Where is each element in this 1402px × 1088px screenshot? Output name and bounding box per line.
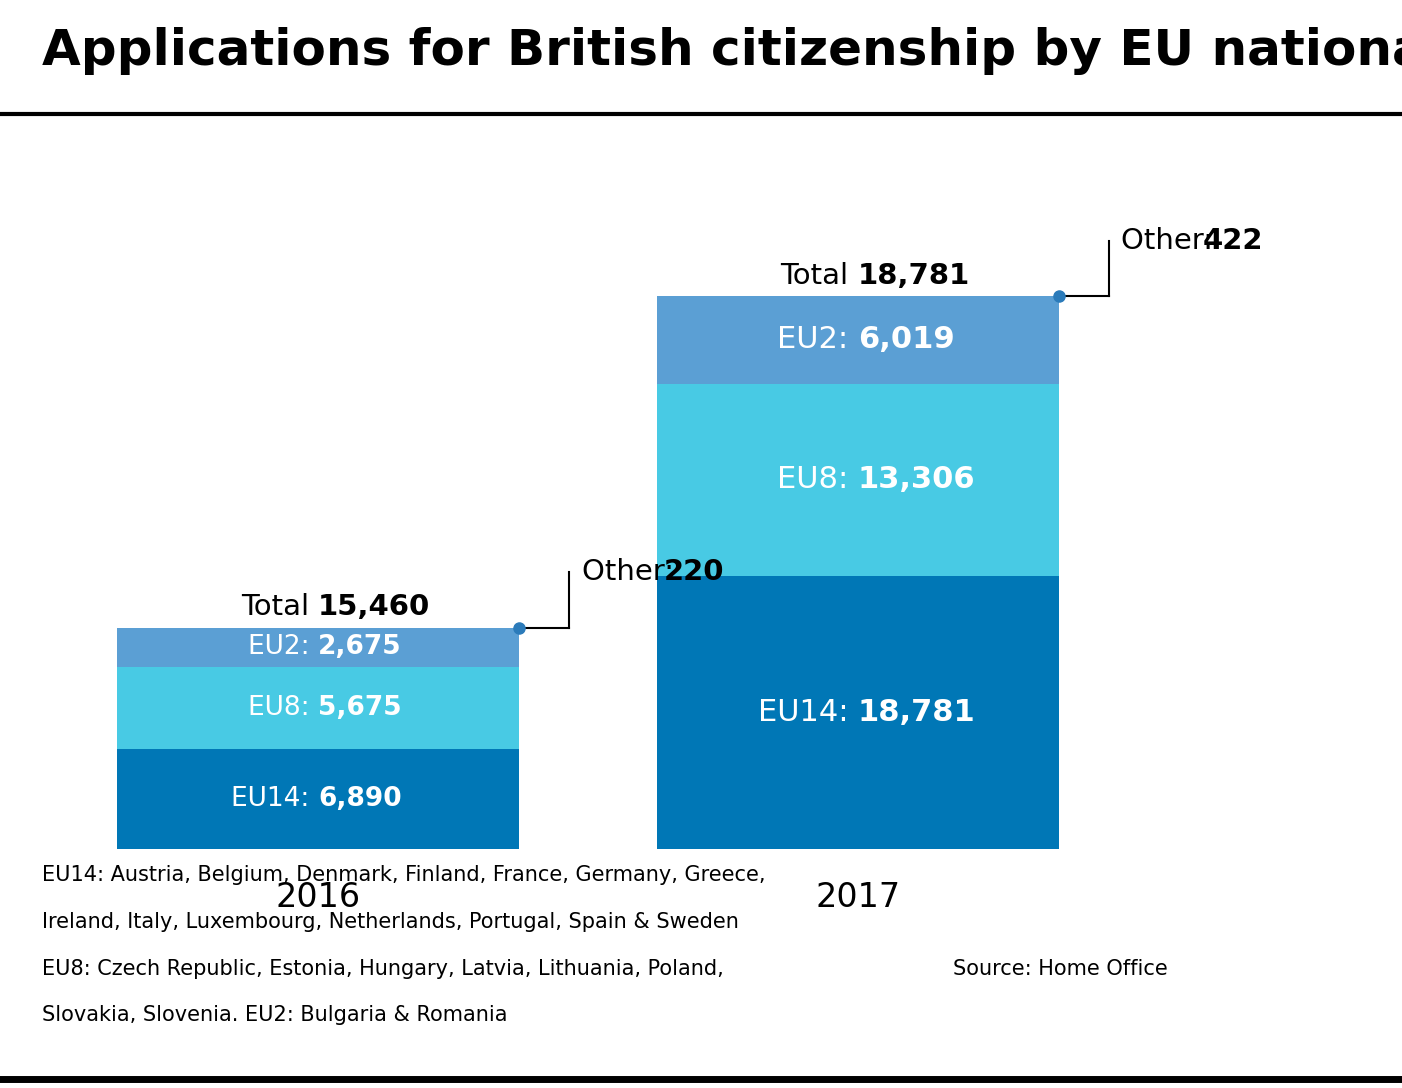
Text: EU14:: EU14: xyxy=(231,786,318,812)
Text: Applications for British citizenship by EU nationals: Applications for British citizenship by … xyxy=(42,27,1402,75)
Text: 6,890: 6,890 xyxy=(318,786,402,812)
Text: Slovakia, Slovenia. EU2: Bulgaria & Romania: Slovakia, Slovenia. EU2: Bulgaria & Roma… xyxy=(42,1005,508,1025)
Bar xyxy=(118,667,519,749)
Text: EU8: Czech Republic, Estonia, Hungary, Latvia, Lithuania, Poland,: EU8: Czech Republic, Estonia, Hungary, L… xyxy=(42,959,723,978)
Text: 13,306: 13,306 xyxy=(858,466,976,494)
Text: Source: Home Office: Source: Home Office xyxy=(953,959,1168,978)
Text: 18,781: 18,781 xyxy=(858,698,976,727)
Bar xyxy=(658,296,1059,383)
Bar xyxy=(118,749,519,849)
Text: EU8:: EU8: xyxy=(777,466,858,494)
Text: 2017: 2017 xyxy=(816,881,900,914)
Text: EU8:: EU8: xyxy=(248,694,318,720)
Text: 15,460: 15,460 xyxy=(318,593,430,621)
Text: 2,675: 2,675 xyxy=(318,634,402,660)
Bar xyxy=(658,383,1059,577)
Text: 2016: 2016 xyxy=(276,881,360,914)
Text: 220: 220 xyxy=(663,558,723,586)
Text: Other:: Other: xyxy=(1122,227,1223,255)
Text: Other:: Other: xyxy=(582,558,683,586)
Text: Total: Total xyxy=(781,261,858,289)
Text: PA: PA xyxy=(1276,988,1335,1030)
Bar xyxy=(658,577,1059,849)
Bar xyxy=(118,628,519,667)
Text: 6,019: 6,019 xyxy=(858,325,955,355)
Text: EU14: Austria, Belgium, Denmark, Finland, France, Germany, Greece,: EU14: Austria, Belgium, Denmark, Finland… xyxy=(42,865,765,885)
Text: 18,781: 18,781 xyxy=(858,261,970,289)
Text: EU14:: EU14: xyxy=(757,698,858,727)
Text: Total: Total xyxy=(241,593,318,621)
Text: EU2:: EU2: xyxy=(248,634,318,660)
Text: 422: 422 xyxy=(1203,227,1263,255)
Text: Ireland, Italy, Luxembourg, Netherlands, Portugal, Spain & Sweden: Ireland, Italy, Luxembourg, Netherlands,… xyxy=(42,912,739,931)
Text: EU2:: EU2: xyxy=(777,325,858,355)
Text: 5,675: 5,675 xyxy=(318,694,402,720)
